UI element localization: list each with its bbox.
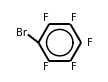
Text: Br: Br bbox=[16, 28, 27, 38]
Text: F: F bbox=[43, 62, 48, 72]
Text: F: F bbox=[71, 13, 77, 23]
Text: F: F bbox=[87, 38, 93, 48]
Text: F: F bbox=[71, 62, 77, 72]
Text: F: F bbox=[43, 13, 48, 23]
